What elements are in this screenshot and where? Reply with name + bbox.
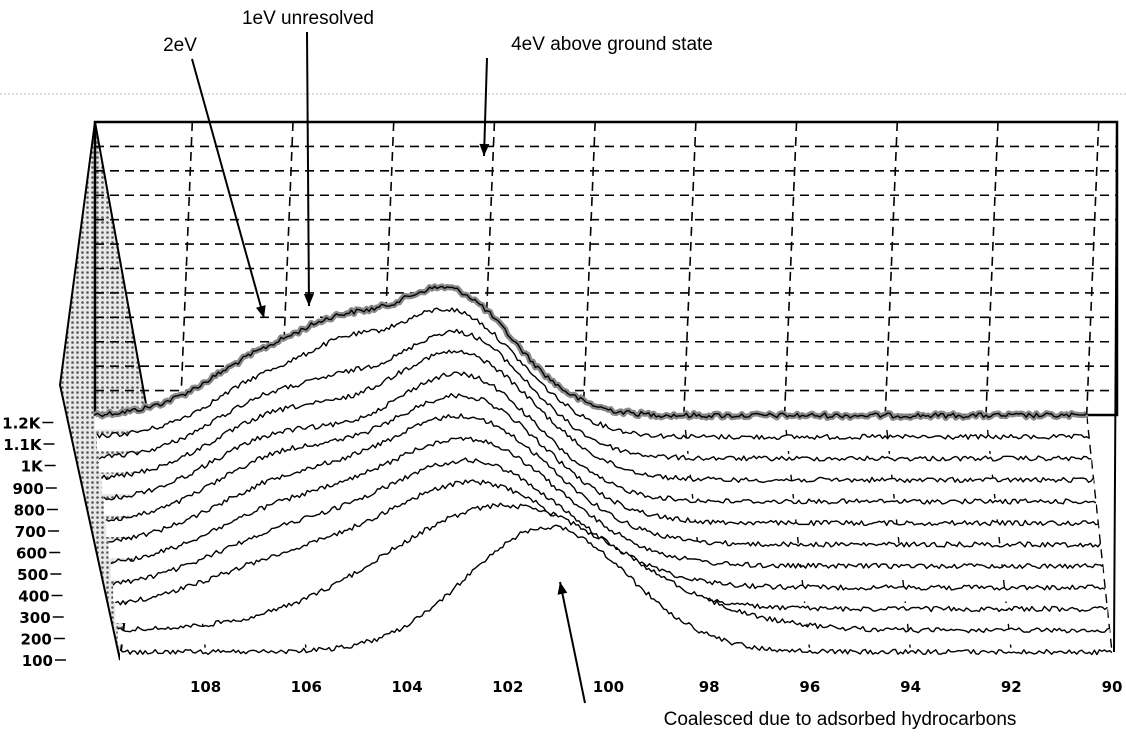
z-tick-label: 1.2K — [2, 415, 42, 433]
x-tick-label: 90 — [1102, 678, 1123, 696]
x-tick-label: 94 — [900, 678, 921, 696]
series-line-1 — [119, 524, 1113, 656]
x-tick-label: 92 — [1001, 678, 1022, 696]
z-tick-labels: 100 200 300 400 500 600 700 800 900 1K 1.1K 1.2K — [2, 415, 66, 670]
grid-vline-back — [1085, 121, 1100, 416]
grid-vline-back — [179, 121, 194, 416]
z-tick-label: 300 — [19, 609, 50, 627]
z-tick-label: 1.1K — [3, 436, 43, 454]
series-line-10 — [98, 328, 1092, 462]
right-wall-edge — [1113, 121, 1118, 653]
series-line-6 — [108, 413, 1102, 548]
annotations: 2eV 1eV unresolved 4eV above ground state C… — [163, 8, 1016, 730]
x-tick-labels: 108 106 104 102 100 98 96 94 92 90 — [190, 678, 1122, 696]
annotation-arrow — [191, 58, 265, 319]
annotation-label: Coalesced due to adsorbed hydrocarbons — [664, 709, 1017, 730]
z-tick-label: 400 — [18, 588, 49, 606]
x-tick-label: 100 — [593, 678, 624, 696]
arrow-head — [303, 293, 314, 306]
annotation-label: 4eV above ground state — [511, 34, 713, 55]
series-occluder — [120, 525, 1112, 666]
series-line-7 — [105, 393, 1099, 527]
annotation-arrow — [483, 57, 488, 157]
x-tick-label: 108 — [190, 678, 221, 696]
series-line-2 — [117, 502, 1110, 634]
grid-vline-back — [582, 121, 596, 416]
spectra-series — [92, 283, 1113, 666]
z-tick-label: 1K — [21, 458, 44, 476]
arrow-head — [479, 143, 490, 156]
z-tick-label: 700 — [15, 523, 46, 541]
z-tick-label: 100 — [22, 652, 53, 670]
arrow-head — [557, 582, 568, 595]
annotation-label: 1eV unresolved — [242, 8, 374, 29]
series-line-4 — [112, 457, 1106, 591]
annotation-label: 2eV — [163, 35, 197, 56]
series-line-12 — [94, 285, 1088, 419]
grid-vline-back — [683, 121, 697, 416]
z-tick-label: 200 — [21, 631, 52, 649]
z-tick-label: 500 — [17, 566, 48, 584]
series-line-9 — [101, 349, 1095, 484]
arrow-head — [255, 305, 266, 318]
series-line-8 — [103, 371, 1097, 505]
grid-vline-floor — [1086, 414, 1113, 653]
annotation-arrow — [306, 31, 310, 307]
x-tick-label: 106 — [291, 678, 322, 696]
grid-vline-back — [783, 121, 798, 416]
grid-vline-back — [985, 121, 999, 416]
z-tick-label: 600 — [16, 545, 47, 563]
series-line-5 — [110, 436, 1104, 570]
x-tick-label: 98 — [699, 678, 720, 696]
x-tick-label: 96 — [799, 678, 820, 696]
annotation-arrow — [559, 581, 586, 704]
series-line-11 — [96, 307, 1090, 440]
z-tick-label: 800 — [14, 502, 45, 520]
x-tick-label: 104 — [391, 678, 422, 696]
x-tick-label: 102 — [492, 678, 523, 696]
grid-vline-back — [884, 121, 899, 416]
z-tick-label: 900 — [12, 480, 43, 498]
